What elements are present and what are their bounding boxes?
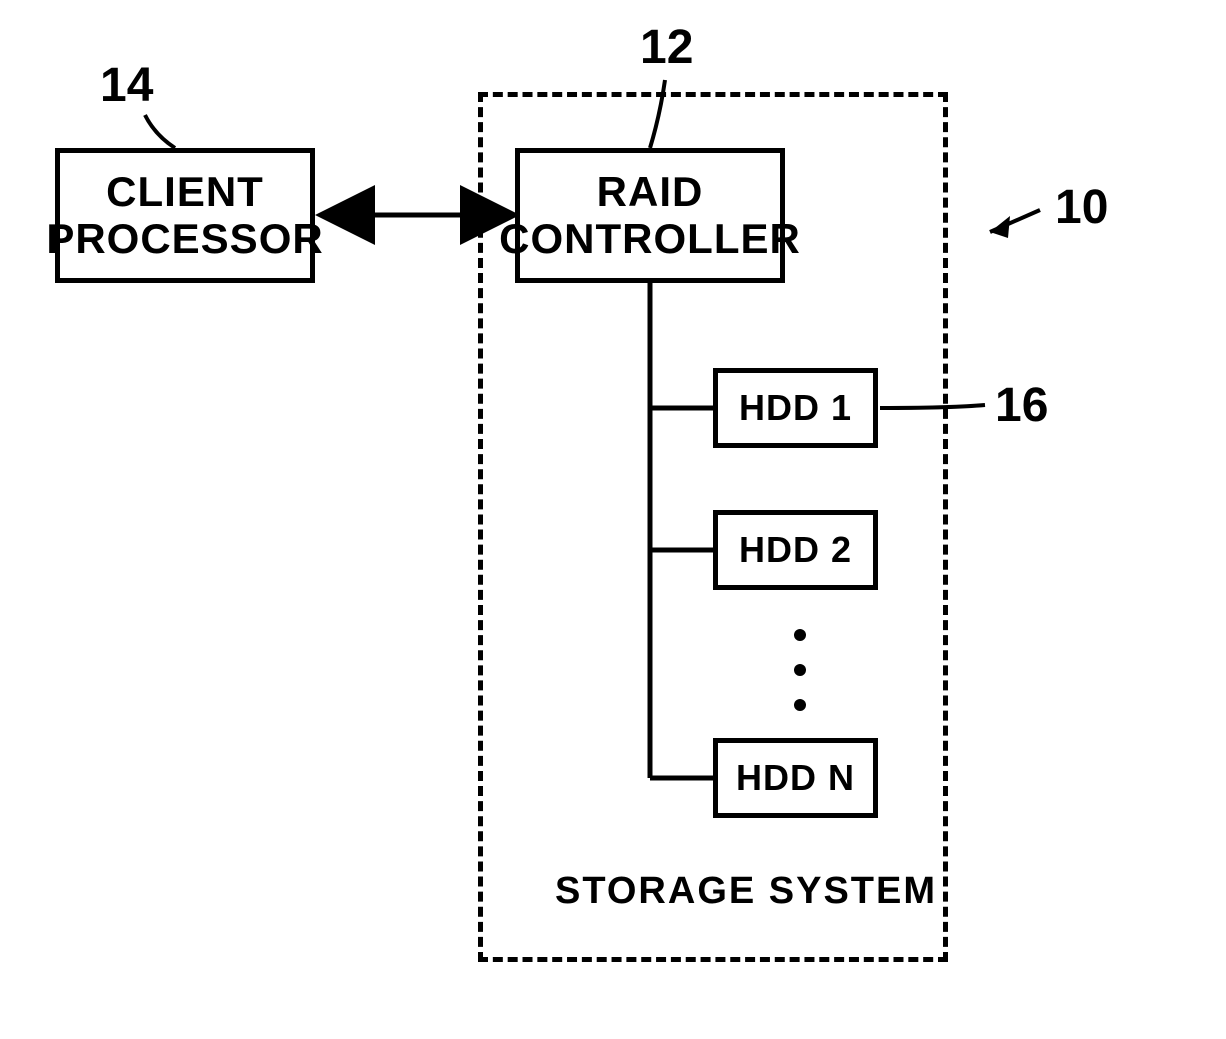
storage-system-label: STORAGE SYSTEM (555, 870, 937, 913)
raid-controller-label: RAIDCONTROLLER (499, 169, 801, 261)
hdd1-box: HDD 1 (713, 368, 878, 448)
hddn-label: HDD N (736, 757, 855, 799)
ref-16: 16 (995, 378, 1048, 433)
hdd1-label: HDD 1 (739, 387, 852, 429)
leader-14 (145, 115, 175, 148)
hddn-box: HDD N (713, 738, 878, 818)
leader-10-arrowhead (990, 216, 1010, 238)
hdd2-label: HDD 2 (739, 529, 852, 571)
ellipsis-dot-2 (794, 664, 806, 676)
raid-controller-box: RAIDCONTROLLER (515, 148, 785, 283)
ref-14: 14 (100, 58, 153, 113)
client-processor-label: CLIENTPROCESSOR (46, 169, 323, 261)
leader-10-line (990, 210, 1040, 232)
ellipsis-dot-1 (794, 629, 806, 641)
ellipsis-dot-3 (794, 699, 806, 711)
ref-10: 10 (1055, 180, 1108, 235)
client-processor-box: CLIENTPROCESSOR (55, 148, 315, 283)
hdd2-box: HDD 2 (713, 510, 878, 590)
ref-12: 12 (640, 20, 693, 75)
